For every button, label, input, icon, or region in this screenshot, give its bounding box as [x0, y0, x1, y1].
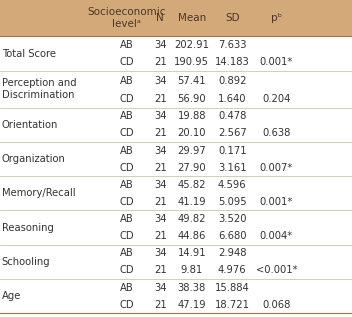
Text: Socioeconomic
levelᵃ: Socioeconomic levelᵃ: [87, 7, 166, 29]
Text: 3.520: 3.520: [218, 214, 246, 224]
Text: 0.001*: 0.001*: [260, 57, 293, 67]
Text: Orientation: Orientation: [2, 120, 58, 130]
Text: 34: 34: [154, 111, 166, 121]
Text: CD: CD: [119, 197, 134, 207]
Text: 9.81: 9.81: [181, 265, 203, 275]
Text: 34: 34: [154, 40, 166, 50]
Text: 34: 34: [154, 282, 166, 293]
Text: 14.183: 14.183: [215, 57, 250, 67]
Text: 21: 21: [154, 231, 166, 241]
Text: 34: 34: [154, 180, 166, 190]
Text: 6.680: 6.680: [218, 231, 246, 241]
Text: N: N: [156, 13, 164, 23]
Text: AB: AB: [120, 76, 134, 86]
Text: 3.161: 3.161: [218, 163, 247, 173]
Text: 4.596: 4.596: [218, 180, 247, 190]
Text: 56.90: 56.90: [177, 94, 206, 104]
Text: 34: 34: [154, 248, 166, 258]
Text: <0.001*: <0.001*: [256, 265, 297, 275]
Text: CD: CD: [119, 265, 134, 275]
Text: 0.001*: 0.001*: [260, 197, 293, 207]
Text: Memory/Recall: Memory/Recall: [2, 188, 75, 198]
Text: AB: AB: [120, 146, 134, 156]
Text: 38.38: 38.38: [178, 282, 206, 293]
Text: 2.948: 2.948: [218, 248, 246, 258]
Text: 41.19: 41.19: [177, 197, 206, 207]
Text: 19.88: 19.88: [178, 111, 206, 121]
Text: 0.204: 0.204: [262, 94, 290, 104]
Text: 0.892: 0.892: [218, 76, 246, 86]
Text: Reasoning: Reasoning: [2, 223, 54, 233]
Text: 0.638: 0.638: [262, 128, 290, 139]
Text: AB: AB: [120, 180, 134, 190]
Text: 21: 21: [154, 265, 166, 275]
Text: AB: AB: [120, 214, 134, 224]
Text: 0.068: 0.068: [262, 300, 290, 310]
Text: 34: 34: [154, 76, 166, 86]
Text: Age: Age: [2, 291, 21, 301]
Text: CD: CD: [119, 231, 134, 241]
Text: 57.41: 57.41: [177, 76, 206, 86]
Text: 1.640: 1.640: [218, 94, 246, 104]
Text: 14.91: 14.91: [177, 248, 206, 258]
Text: 5.095: 5.095: [218, 197, 247, 207]
Text: AB: AB: [120, 111, 134, 121]
Text: AB: AB: [120, 282, 134, 293]
Text: Perception and
Discrimination: Perception and Discrimination: [2, 78, 76, 100]
Text: 4.976: 4.976: [218, 265, 247, 275]
Text: 7.633: 7.633: [218, 40, 246, 50]
Text: AB: AB: [120, 40, 134, 50]
Text: Organization: Organization: [2, 154, 65, 164]
Text: 0.004*: 0.004*: [260, 231, 293, 241]
Text: 202.91: 202.91: [174, 40, 209, 50]
Text: CD: CD: [119, 163, 134, 173]
Text: 21: 21: [154, 300, 166, 310]
Text: 21: 21: [154, 163, 166, 173]
Text: 190.95: 190.95: [174, 57, 209, 67]
Text: pᵇ: pᵇ: [271, 13, 282, 23]
Bar: [0, 0, 352, 36]
Text: 34: 34: [154, 214, 166, 224]
Text: CD: CD: [119, 94, 134, 104]
Text: 21: 21: [154, 197, 166, 207]
Text: 44.86: 44.86: [178, 231, 206, 241]
Text: 0.007*: 0.007*: [260, 163, 293, 173]
Text: SD: SD: [225, 13, 240, 23]
Text: 15.884: 15.884: [215, 282, 250, 293]
Text: 45.82: 45.82: [178, 180, 206, 190]
Text: 47.19: 47.19: [177, 300, 206, 310]
Text: 0.171: 0.171: [218, 146, 247, 156]
Text: 34: 34: [154, 146, 166, 156]
Text: 21: 21: [154, 128, 166, 139]
Text: 20.10: 20.10: [178, 128, 206, 139]
Text: 2.567: 2.567: [218, 128, 247, 139]
Text: Total Score: Total Score: [2, 49, 56, 59]
Text: 29.97: 29.97: [177, 146, 206, 156]
Text: Mean: Mean: [178, 13, 206, 23]
Text: 21: 21: [154, 57, 166, 67]
Text: 21: 21: [154, 94, 166, 104]
Text: Schooling: Schooling: [2, 257, 50, 267]
Text: 18.721: 18.721: [215, 300, 250, 310]
Text: 27.90: 27.90: [177, 163, 206, 173]
Text: CD: CD: [119, 300, 134, 310]
Text: 0.478: 0.478: [218, 111, 246, 121]
Text: CD: CD: [119, 57, 134, 67]
Text: 49.82: 49.82: [178, 214, 206, 224]
Text: CD: CD: [119, 128, 134, 139]
Text: AB: AB: [120, 248, 134, 258]
